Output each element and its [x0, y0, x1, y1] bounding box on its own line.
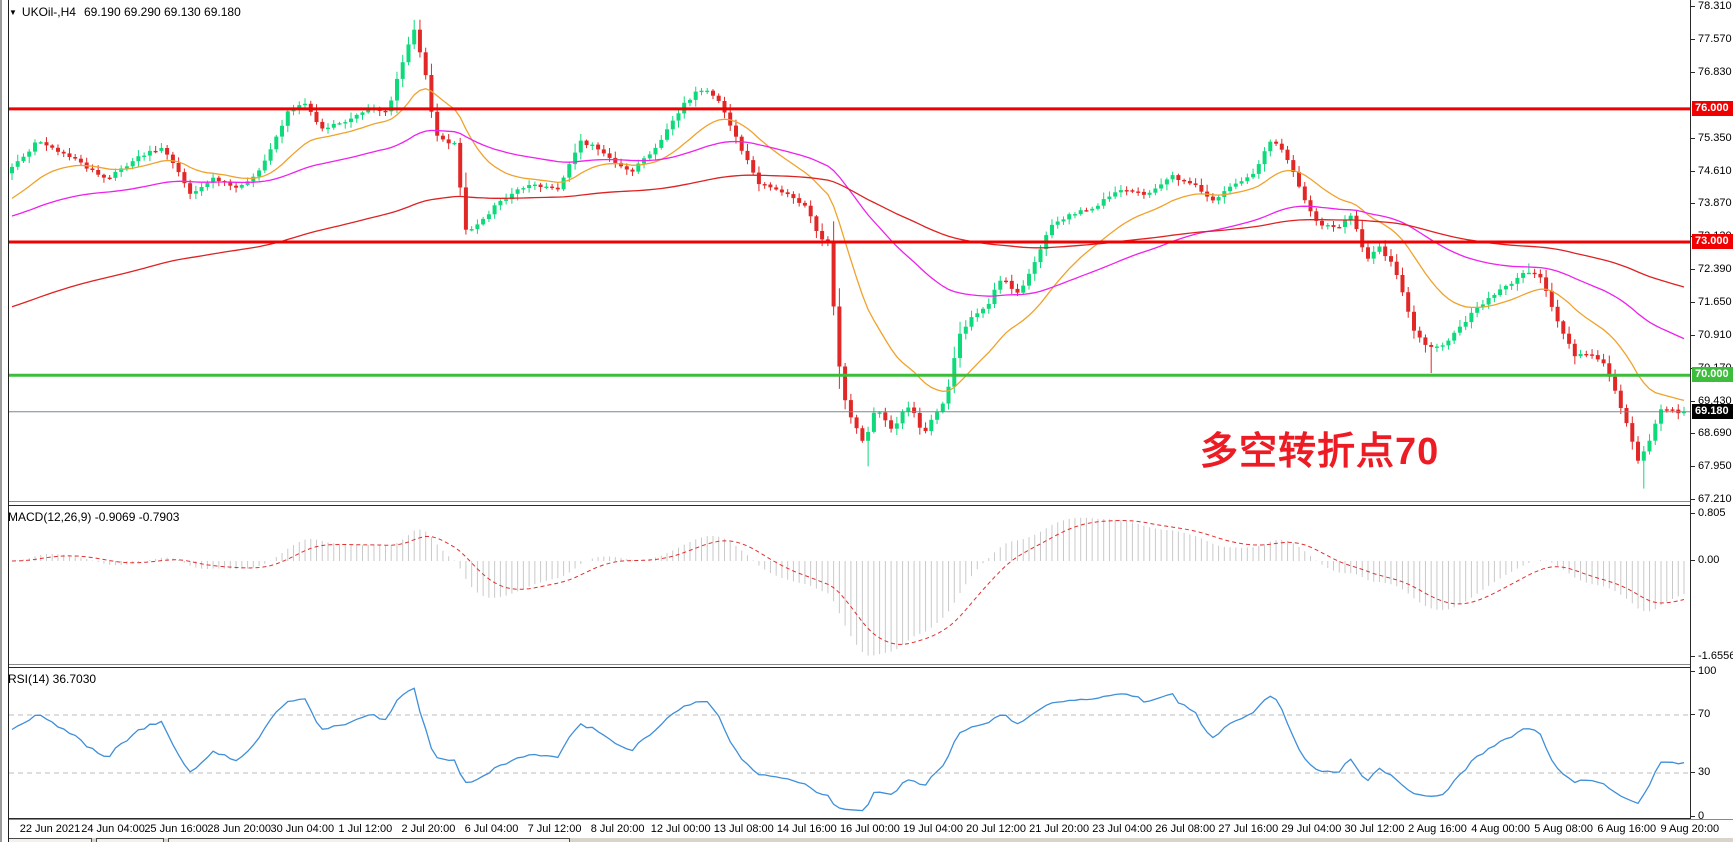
macd-chart[interactable]: [0, 506, 1690, 664]
rsi-chart[interactable]: [0, 668, 1690, 818]
date-tick-label: 2 Jul 20:00: [401, 823, 456, 835]
chart-tab-stub[interactable]: [96, 838, 164, 842]
date-tick-label: 6 Aug 16:00: [1597, 823, 1657, 835]
price-tick-label: 73.870: [1698, 197, 1732, 210]
date-tick-label: 12 Jul 00:00: [650, 823, 711, 835]
date-tick-label: 6 Jul 04:00: [464, 823, 519, 835]
price-tick-label: 68.690: [1698, 427, 1732, 440]
axis-tick-mark: [1691, 137, 1695, 139]
chart-tab-stub[interactable]: [168, 838, 570, 842]
level-price-badge: 76.000: [1692, 100, 1733, 116]
date-tick-label: 30 Jun 04:00: [270, 823, 335, 835]
chart-title: ▼ UKOil-,H4 69.190 69.290 69.130 69.180: [9, 5, 241, 19]
time-axis[interactable]: 22 Jun 2021 24 Jun 04:00 25 Jun 16:00 28 Ju…: [0, 819, 1733, 838]
price-tick-label: 0.00: [1698, 554, 1720, 566]
price-tick-label: 71.650: [1698, 296, 1732, 309]
macd-panel[interactable]: MACD(12,26,9) -0.9069 -0.7903: [0, 505, 1690, 665]
date-tick-label: 24 Jun 04:00: [81, 823, 145, 835]
window-left-frame: [0, 0, 9, 842]
annotation-text: 多空转折点70: [1200, 431, 1440, 473]
candlestick-chart[interactable]: [0, 0, 1690, 501]
date-tick-label: 16 Jul 00:00: [839, 823, 900, 835]
chart-tab-stub[interactable]: [6, 838, 92, 842]
date-tick-label: 7 Jul 12:00: [527, 823, 582, 835]
axis-tick-mark: [1691, 815, 1695, 817]
date-tick-label: 23 Jul 04:00: [1092, 823, 1153, 835]
date-tick-label: 8 Jul 20:00: [590, 823, 645, 835]
axis-tick-mark: [1691, 269, 1695, 271]
price-tick-label: 100: [1698, 664, 1717, 677]
axis-tick-mark: [1691, 433, 1695, 435]
ohlc-values: 69.190 69.290 69.130 69.180: [83, 5, 241, 19]
price-tick-label: 76.830: [1698, 65, 1732, 78]
price-tick-label: 78.310: [1698, 0, 1732, 13]
date-tick-label: 20 Jul 12:00: [966, 823, 1027, 835]
symbol-label: UKOil-,H4: [21, 5, 76, 19]
date-tick-label: 22 Jun 2021: [19, 823, 81, 835]
price-tick-label: 70: [1698, 708, 1711, 720]
current-price-badge: 69.180: [1692, 403, 1733, 419]
axis-tick-mark: [1691, 670, 1695, 672]
axis-tick-mark: [1691, 513, 1695, 515]
price-tick-label: 30: [1698, 766, 1711, 778]
axis-tick-mark: [1691, 656, 1695, 658]
date-tick-label: 9 Aug 20:00: [1660, 823, 1720, 835]
axis-tick-mark: [1691, 499, 1695, 501]
axis-tick-mark: [1691, 772, 1695, 773]
symbol-dropdown-icon[interactable]: ▼: [9, 8, 17, 17]
date-tick-label: 25 Jun 16:00: [144, 823, 208, 835]
date-tick-label: 30 Jul 12:00: [1344, 823, 1405, 835]
price-tick-label: -1.6556: [1698, 650, 1733, 663]
axis-tick-mark: [1691, 6, 1695, 8]
price-tick-label: 69.430: [1698, 394, 1732, 407]
level-price-badge: 73.000: [1692, 234, 1733, 250]
price-tick-label: 0: [1698, 809, 1705, 822]
date-tick-label: 5 Aug 08:00: [1534, 823, 1594, 835]
axis-tick-mark: [1691, 400, 1695, 402]
date-tick-label: 21 Jul 20:00: [1029, 823, 1090, 835]
price-tick-label: 72.390: [1698, 263, 1732, 276]
axis-tick-mark: [1691, 714, 1695, 715]
axis-tick-mark: [1691, 334, 1695, 336]
price-axis[interactable]: 78.31077.57076.83075.35074.61073.87073.1…: [1690, 0, 1733, 822]
date-tick-label: 14 Jul 16:00: [776, 823, 837, 835]
price-tick-label: 75.350: [1698, 131, 1732, 144]
window-bottom-strip: [0, 838, 1733, 842]
price-tick-label: 77.570: [1698, 33, 1732, 46]
axis-tick-mark: [1691, 203, 1695, 205]
date-tick-label: 29 Jul 04:00: [1281, 823, 1342, 835]
rsi-panel[interactable]: RSI(14) 36.7030: [0, 667, 1690, 819]
date-tick-label: 13 Jul 08:00: [713, 823, 774, 835]
price-tick-label: 67.950: [1698, 460, 1732, 473]
axis-tick-mark: [1691, 466, 1695, 468]
date-tick-label: 4 Aug 00:00: [1471, 823, 1530, 835]
date-tick-label: 1 Jul 12:00: [338, 823, 393, 835]
date-tick-label: 19 Jul 04:00: [903, 823, 963, 835]
date-tick-label: 28 Jun 20:00: [207, 823, 272, 835]
rsi-label: RSI(14) 36.7030: [8, 672, 97, 686]
price-tick-label: 0.805: [1698, 507, 1726, 520]
axis-tick-mark: [1691, 302, 1695, 304]
price-tick-label: 67.210: [1698, 493, 1732, 506]
axis-tick-mark: [1691, 560, 1695, 561]
axis-tick-mark: [1691, 71, 1695, 73]
macd-label: MACD(12,26,9) -0.9069 -0.7903: [8, 510, 180, 524]
price-tick-label: 70.910: [1698, 328, 1732, 341]
price-tick-label: 74.610: [1698, 164, 1732, 177]
level-price-badge: 70.000: [1692, 367, 1733, 383]
date-tick-label: 2 Aug 16:00: [1408, 823, 1467, 835]
main-chart-panel[interactable]: ▼ UKOil-,H4 69.190 69.290 69.130 69.180 多空…: [0, 0, 1690, 502]
axis-tick-mark: [1691, 39, 1695, 41]
date-tick-label: 27 Jul 16:00: [1218, 823, 1279, 835]
axis-tick-mark: [1691, 170, 1695, 172]
date-tick-label: 26 Jul 08:00: [1155, 823, 1216, 835]
